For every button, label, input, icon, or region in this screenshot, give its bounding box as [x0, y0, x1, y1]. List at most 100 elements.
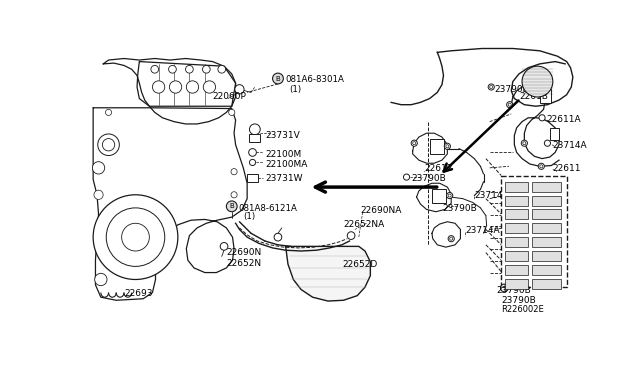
Bar — [505, 237, 528, 247]
Bar — [505, 251, 528, 261]
Text: 22100M: 22100M — [265, 150, 301, 159]
Circle shape — [106, 109, 111, 115]
Text: 23790B: 23790B — [494, 85, 529, 94]
Circle shape — [228, 109, 235, 115]
Bar — [532, 265, 561, 275]
Circle shape — [488, 84, 494, 90]
Circle shape — [204, 81, 216, 93]
Circle shape — [540, 165, 543, 168]
Circle shape — [235, 85, 244, 94]
Text: +: + — [500, 283, 508, 293]
Text: 22690N: 22690N — [227, 248, 262, 257]
Circle shape — [186, 81, 198, 93]
Bar — [540, 89, 550, 103]
Text: 23731V: 23731V — [265, 131, 300, 140]
Bar — [532, 182, 561, 192]
Circle shape — [539, 115, 545, 121]
Text: 22611A: 22611A — [547, 115, 581, 125]
Bar — [432, 189, 446, 203]
Text: 23714A: 23714A — [465, 225, 500, 235]
Bar — [505, 265, 528, 275]
Circle shape — [446, 145, 449, 148]
Circle shape — [274, 233, 282, 241]
Bar — [532, 209, 561, 219]
Circle shape — [250, 159, 255, 166]
Circle shape — [93, 195, 178, 279]
Circle shape — [448, 194, 451, 197]
Text: 23714A: 23714A — [474, 191, 509, 200]
Text: B: B — [229, 203, 234, 209]
Circle shape — [413, 142, 416, 145]
Text: 23714A: 23714A — [552, 141, 587, 150]
Circle shape — [92, 162, 105, 174]
Circle shape — [218, 65, 225, 73]
Circle shape — [152, 81, 164, 93]
Bar — [505, 209, 528, 219]
Text: 22611: 22611 — [553, 164, 581, 173]
Circle shape — [500, 284, 508, 292]
Text: 22100MA: 22100MA — [265, 160, 307, 169]
Text: 2261B: 2261B — [519, 92, 548, 102]
Circle shape — [403, 174, 410, 180]
Circle shape — [168, 65, 176, 73]
Text: R226002E: R226002E — [501, 305, 544, 314]
Bar — [532, 223, 561, 233]
Circle shape — [186, 65, 193, 73]
Bar — [501, 176, 566, 287]
Circle shape — [227, 201, 237, 212]
Bar — [250, 134, 260, 142]
Circle shape — [250, 124, 260, 135]
Text: 22693: 22693 — [124, 289, 152, 298]
Circle shape — [102, 139, 115, 151]
Circle shape — [106, 208, 164, 266]
Bar — [532, 196, 561, 206]
Text: 23790B: 23790B — [501, 296, 536, 305]
Circle shape — [450, 237, 452, 240]
Circle shape — [348, 232, 355, 240]
Polygon shape — [285, 246, 371, 301]
Text: 23790B: 23790B — [442, 204, 477, 213]
Circle shape — [151, 65, 159, 73]
Circle shape — [231, 169, 237, 175]
Bar — [505, 196, 528, 206]
Bar — [505, 182, 528, 192]
Circle shape — [202, 65, 210, 73]
Circle shape — [490, 86, 493, 89]
Bar — [505, 223, 528, 233]
Text: 23790B: 23790B — [411, 174, 446, 183]
Text: 22652N: 22652N — [227, 259, 262, 268]
Circle shape — [411, 140, 417, 146]
Circle shape — [538, 163, 545, 169]
Circle shape — [545, 140, 550, 146]
Circle shape — [508, 103, 511, 106]
Circle shape — [122, 223, 149, 251]
Bar — [532, 251, 561, 261]
Text: 23731W: 23731W — [265, 174, 302, 183]
Circle shape — [522, 66, 553, 97]
Circle shape — [448, 235, 454, 242]
Circle shape — [220, 243, 228, 250]
Text: (1): (1) — [243, 212, 255, 221]
Text: 22652NA: 22652NA — [344, 220, 385, 229]
Bar — [550, 128, 559, 140]
Circle shape — [447, 192, 452, 199]
Bar — [532, 279, 561, 289]
Circle shape — [231, 192, 237, 198]
Text: (1): (1) — [289, 85, 301, 94]
Bar — [431, 139, 444, 154]
Text: 22060P: 22060P — [212, 92, 246, 102]
Text: 22612: 22612 — [424, 164, 452, 173]
Bar — [247, 174, 258, 182]
Text: 22690NA: 22690NA — [360, 206, 402, 215]
Circle shape — [521, 140, 527, 146]
Circle shape — [444, 143, 451, 150]
Circle shape — [94, 190, 103, 199]
Circle shape — [98, 134, 119, 155]
Circle shape — [523, 142, 526, 145]
Circle shape — [170, 81, 182, 93]
Text: 22652D: 22652D — [342, 260, 377, 269]
Circle shape — [273, 73, 284, 84]
Circle shape — [507, 102, 513, 108]
Text: 081A6-8301A: 081A6-8301A — [285, 76, 344, 84]
Circle shape — [249, 148, 257, 156]
